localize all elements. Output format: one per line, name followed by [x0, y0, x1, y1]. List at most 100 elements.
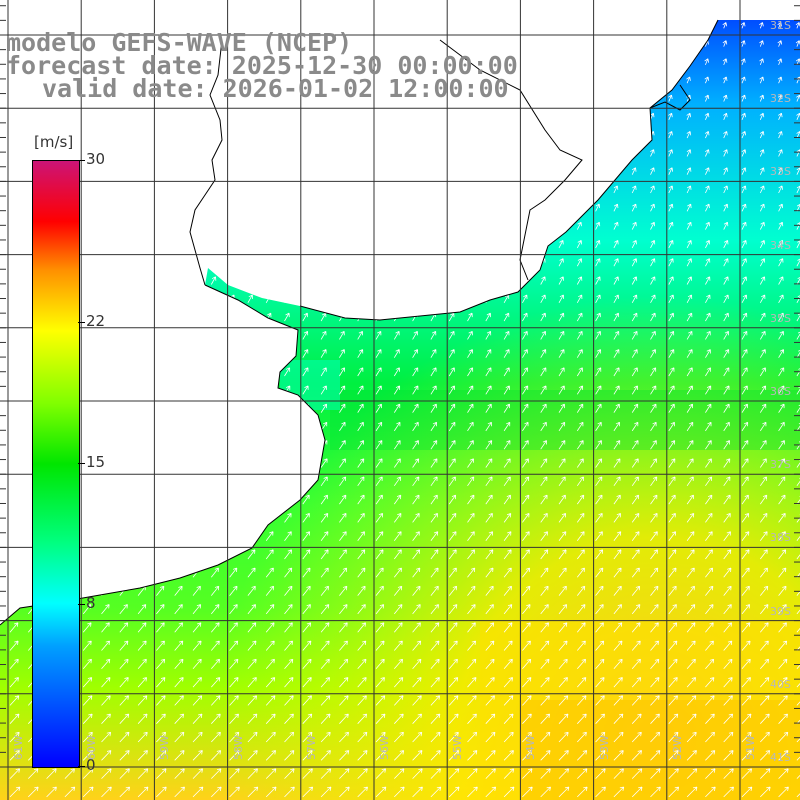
wind-arrow-icon	[595, 622, 604, 633]
wind-arrow-icon	[668, 367, 675, 377]
wind-arrow-icon	[595, 677, 605, 688]
wind-arrow-icon	[192, 768, 204, 779]
wind-arrow-icon	[576, 76, 582, 84]
wind-arrow-icon	[686, 276, 693, 285]
wind-arrow-icon	[339, 658, 349, 670]
wind-arrow-icon	[668, 240, 674, 249]
wind-arrow-icon	[650, 531, 658, 541]
wind-arrow-icon	[778, 149, 783, 157]
wind-arrow-icon	[650, 403, 657, 413]
wind-arrow-icon	[613, 567, 622, 578]
wind-arrow-icon	[393, 476, 401, 487]
wind-arrow-icon	[448, 276, 455, 285]
wind-arrow-icon	[631, 4, 635, 10]
wind-arrow-icon	[119, 276, 125, 285]
wind-arrow-icon	[27, 94, 33, 102]
wind-arrow-icon	[174, 403, 181, 413]
wind-arrow-icon	[137, 567, 146, 578]
wind-arrow-icon	[119, 149, 124, 157]
wind-arrow-icon	[467, 677, 477, 688]
wind-arrow-icon	[705, 312, 711, 322]
wind-arrow-icon	[613, 385, 620, 395]
wind-arrow-icon	[613, 240, 619, 249]
wind-arrow-icon	[174, 786, 185, 798]
wind-arrow-icon	[339, 440, 346, 450]
wind-arrow-icon	[320, 585, 329, 596]
wind-arrow-icon	[137, 658, 147, 670]
wind-arrow-icon	[412, 695, 422, 706]
wind-arrow-icon	[741, 640, 751, 651]
wind-arrow-icon	[778, 476, 786, 487]
wind-arrow-icon	[778, 349, 785, 358]
wind-arrow-icon	[174, 604, 183, 615]
wind-arrow-icon	[613, 349, 620, 358]
wind-arrow-icon	[759, 112, 765, 120]
wind-arrow-icon	[577, 713, 587, 724]
wind-arrow-icon	[558, 76, 563, 84]
wind-arrow-icon	[522, 512, 530, 523]
wind-arrow-icon	[778, 167, 783, 175]
wind-arrow-icon	[540, 421, 547, 432]
wind-arrow-icon	[741, 294, 748, 303]
wind-arrow-icon	[705, 622, 714, 633]
wind-arrow-icon	[101, 658, 111, 670]
wind-arrow-icon	[485, 112, 490, 120]
wind-arrow-icon	[375, 240, 381, 249]
wind-arrow-icon	[284, 421, 291, 432]
wind-arrow-icon	[229, 476, 237, 487]
wind-arrow-icon	[522, 786, 533, 798]
wind-arrow-icon	[192, 750, 203, 761]
wind-arrow-icon	[485, 440, 493, 450]
wind-arrow-icon	[613, 549, 622, 560]
wind-arrow-icon	[558, 494, 566, 505]
wind-arrow-icon	[467, 221, 473, 230]
wind-arrow-icon	[522, 367, 528, 377]
wind-arrow-icon	[265, 385, 272, 395]
wind-arrow-icon	[156, 330, 162, 340]
wind-arrow-icon	[686, 4, 690, 10]
wind-arrow-icon	[467, 185, 472, 194]
wind-arrow-icon	[503, 768, 515, 779]
wind-arrow-icon	[9, 94, 14, 102]
wind-arrow-icon	[393, 221, 399, 230]
wind-arrow-icon	[667, 76, 673, 84]
wind-arrow-icon	[760, 750, 771, 761]
wind-arrow-icon	[9, 312, 16, 322]
wind-arrow-icon	[631, 768, 643, 779]
wind-arrow-icon	[613, 403, 620, 413]
wind-arrow-icon	[210, 658, 221, 670]
wind-arrow-icon	[631, 149, 637, 157]
wind-arrow-icon	[412, 440, 419, 450]
wind-arrow-icon	[503, 567, 512, 578]
wind-arrow-icon	[650, 768, 661, 779]
wind-arrow-icon	[595, 276, 601, 285]
wind-arrow-icon	[540, 349, 547, 358]
wind-arrow-icon	[503, 476, 511, 487]
wind-arrow-icon	[595, 4, 599, 10]
wind-arrow-icon	[192, 658, 202, 670]
wind-arrow-icon	[101, 221, 107, 230]
wind-arrow-icon	[320, 240, 326, 249]
wind-arrow-icon	[375, 713, 386, 724]
wind-arrow-icon	[796, 677, 800, 688]
wind-arrow-icon	[174, 185, 180, 194]
latitude-label: 35S	[770, 311, 791, 325]
wind-arrow-icon	[192, 677, 202, 688]
wind-arrow-icon	[156, 677, 166, 688]
wind-arrow-icon	[650, 312, 656, 322]
wind-arrow-icon	[27, 131, 33, 139]
wind-arrow-icon	[156, 585, 165, 596]
wind-arrow-icon	[704, 112, 710, 120]
wind-arrow-icon	[302, 421, 309, 432]
wind-arrow-icon	[393, 240, 399, 249]
longitude-label: 52W	[670, 735, 684, 760]
wind-arrow-icon	[119, 768, 130, 779]
wind-arrow-icon	[576, 512, 585, 523]
wind-arrow-icon	[229, 440, 236, 450]
wind-arrow-icon	[741, 312, 748, 322]
wind-arrow-icon	[467, 294, 473, 303]
wind-arrow-icon	[631, 40, 636, 47]
wind-arrow-icon	[650, 167, 655, 175]
wind-arrow-icon	[119, 458, 127, 468]
wind-arrow-icon	[210, 349, 217, 358]
